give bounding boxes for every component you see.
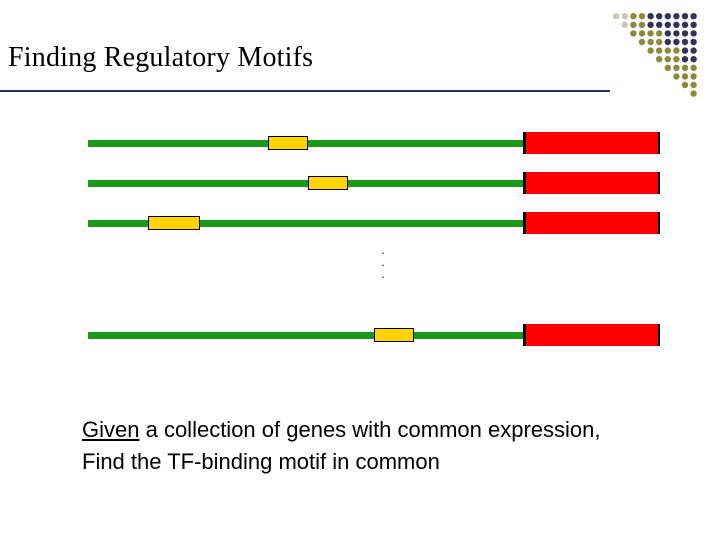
caption-line-2: Find the TF-binding motif in common (82, 446, 601, 478)
caption-underlined: Given (82, 417, 139, 442)
sequence-row (88, 324, 662, 346)
upstream-region (88, 180, 524, 187)
gene-box (524, 324, 660, 346)
gene-box (524, 212, 660, 234)
caption: Given a collection of genes with common … (82, 414, 601, 478)
sequence-row (88, 212, 662, 234)
title-rule (0, 90, 610, 92)
caption-line1-rest: a collection of genes with common expres… (139, 417, 600, 442)
upstream-region (88, 332, 524, 339)
sequence-row (88, 132, 662, 154)
vertical-ellipsis: . . . (378, 244, 388, 280)
slide: Finding Regulatory Motifs . . . Given a … (0, 0, 720, 540)
gene-box (524, 172, 660, 194)
caption-line-1: Given a collection of genes with common … (82, 414, 601, 446)
motif-box (374, 328, 414, 342)
gene-box (524, 132, 660, 154)
dot-grid-icon (612, 12, 702, 98)
motif-box (268, 136, 308, 150)
motif-box (308, 176, 348, 190)
corner-dot-logo (612, 12, 702, 98)
sequence-row (88, 172, 662, 194)
motif-diagram: . . . (88, 132, 662, 392)
motif-box (148, 216, 200, 230)
page-title: Finding Regulatory Motifs (8, 42, 313, 74)
